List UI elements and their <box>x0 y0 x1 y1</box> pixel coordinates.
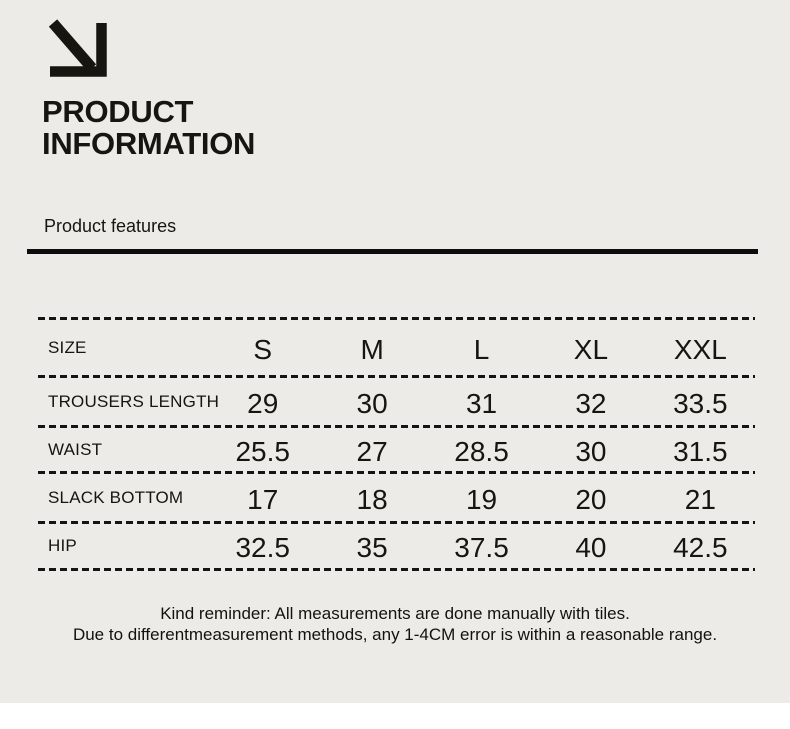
measurement-cell: 33.5 <box>673 387 728 419</box>
row-label: SIZE <box>48 337 87 357</box>
measurement-cell: 31.5 <box>673 435 728 467</box>
table-row-size: SIZE S M L XL XXL <box>38 320 755 375</box>
size-cell: XXL <box>673 333 727 365</box>
product-info-panel: PRODUCT INFORMATION Product features SIZ… <box>0 0 790 703</box>
row-label: SLACK BOTTOM <box>48 487 184 507</box>
measurement-cell: 42.5 <box>673 532 728 563</box>
measurement-cell: 40 <box>575 532 607 563</box>
kind-reminder-line1: Kind reminder: All measurements are done… <box>160 604 630 623</box>
size-cell: M <box>360 333 384 365</box>
measurement-cell: 17 <box>247 483 279 515</box>
table-dashed-separator <box>38 471 755 474</box>
table-row-waist: WAIST 25.5 27 28.5 30 31.5 <box>38 428 755 471</box>
measurement-cell: 18 <box>356 483 388 515</box>
kind-reminder-line2: Due to differentmeasurement methods, any… <box>72 625 718 644</box>
section-label: Product features <box>44 216 177 236</box>
measurement-cell: 32.5 <box>235 532 290 563</box>
size-chart-table: SIZE S M L XL XXL TROUSERS LENGTH 29 30 … <box>38 317 755 571</box>
size-cell: L <box>473 333 490 365</box>
measurement-cell: 35 <box>356 532 388 563</box>
table-dashed-separator <box>38 425 755 428</box>
page-title-line2: INFORMATION <box>42 125 256 161</box>
measurement-cell: 19 <box>465 483 498 515</box>
measurement-cell: 21 <box>684 483 716 515</box>
kind-reminder-note: Kind reminder: All measurements are done… <box>0 603 790 645</box>
measurement-cell: 32 <box>575 387 607 419</box>
page-title: PRODUCT INFORMATION <box>42 96 255 159</box>
table-row-hip: HIP 32.5 35 37.5 40 42.5 <box>38 524 755 568</box>
page-title-line1: PRODUCT <box>42 94 194 129</box>
measurement-cell: 30 <box>575 435 607 467</box>
table-row-slack-bottom: SLACK BOTTOM 17 18 19 20 21 <box>38 474 755 521</box>
measurement-cell: 27 <box>356 435 388 467</box>
measurement-cell: 28.5 <box>454 435 509 467</box>
measurement-cell: 25.5 <box>235 435 290 467</box>
arrow-down-right-corner-icon <box>48 19 107 77</box>
table-row-trousers-length: TROUSERS LENGTH 29 30 31 32 33.5 <box>38 378 755 425</box>
section-divider <box>27 249 758 254</box>
measurement-cell: 29 <box>247 387 279 419</box>
measurement-cell: 31 <box>465 387 498 419</box>
table-dashed-separator <box>38 521 755 524</box>
measurement-cell: 37.5 <box>454 532 509 563</box>
size-cell: S <box>253 333 273 365</box>
row-label: WAIST <box>48 439 103 459</box>
measurement-cell: 30 <box>356 387 388 419</box>
row-label: HIP <box>48 536 77 555</box>
row-label: TROUSERS LENGTH <box>48 391 220 411</box>
measurement-cell: 20 <box>575 483 607 515</box>
table-dashed-separator <box>38 568 755 571</box>
size-cell: XL <box>573 333 609 365</box>
table-dashed-separator <box>38 375 755 378</box>
table-dashed-separator <box>38 317 755 320</box>
